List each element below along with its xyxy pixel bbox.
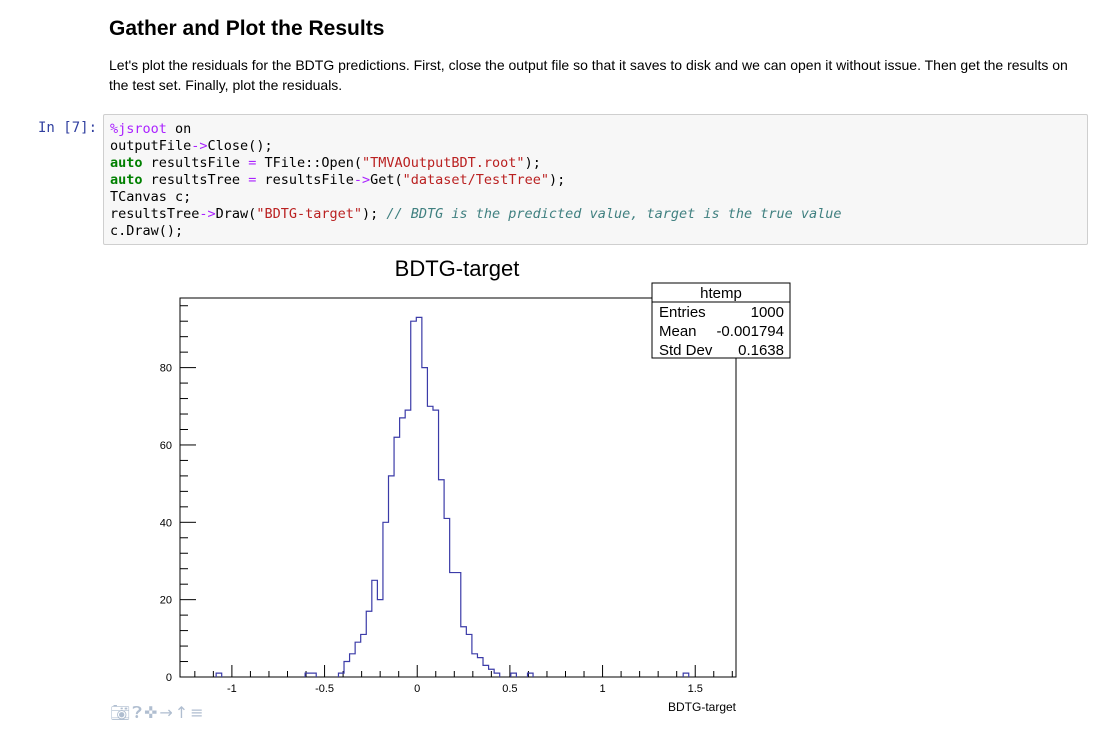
jsroot-toolbar: 📷︎❓︎✜→↑≡: [110, 703, 206, 723]
code-token: on: [166, 121, 192, 137]
code-token: );: [524, 155, 541, 171]
x-tick-label: -0.5: [315, 683, 334, 695]
code-line: c.Draw();: [110, 223, 183, 239]
code-line: outputFile->Close();: [110, 138, 273, 154]
histogram-bins: [216, 317, 689, 677]
code-token: ->: [199, 206, 216, 222]
code-token: );: [548, 172, 566, 188]
histogram-bin: [477, 658, 483, 677]
code-token: resultsFile: [142, 155, 249, 171]
y-tick-label: 20: [160, 595, 172, 607]
histogram-bin: [411, 321, 417, 677]
chart-title: BDTG-target: [395, 256, 520, 281]
stats-box[interactable]: htemp Entries 1000 Mean -0.001794 Std De…: [651, 282, 791, 359]
code-token: c.Draw();: [110, 223, 184, 239]
histogram-outline: [215, 316, 690, 677]
arrow-right-icon[interactable]: →: [159, 703, 174, 722]
code-line: %jsroot on: [110, 121, 191, 137]
code-token: "dataset/TestTree": [402, 172, 549, 188]
code-line: TCanvas c;: [110, 189, 191, 205]
code-token: TCanvas c;: [110, 189, 192, 205]
code-line: auto resultsTree = resultsFile->Get("dat…: [110, 172, 565, 188]
code-token: "BDTG-target": [256, 206, 362, 222]
section-heading: Gather and Plot the Results: [109, 17, 385, 40]
code-line: auto resultsFile = TFile::Open("TMVAOutp…: [110, 155, 541, 171]
histogram-bin: [361, 634, 367, 677]
x-tick-label: 1.5: [688, 683, 703, 695]
code-token: "TMVAOutputBDT.root": [362, 155, 525, 171]
histogram-bin: [455, 573, 461, 677]
stats-entries-label: Entries: [659, 304, 706, 321]
stats-mean-value: -0.001794: [716, 323, 784, 340]
markdown-paragraph: Let's plot the residuals for the BDTG pr…: [109, 57, 1068, 93]
code-token: // BDTG is the predicted value, target i…: [386, 206, 842, 222]
stats-entries-value: 1000: [751, 304, 784, 321]
move-icon[interactable]: ✜: [143, 703, 159, 722]
histogram-bin: [344, 662, 350, 677]
code-token: );: [361, 206, 387, 222]
histogram-bin: [394, 437, 400, 677]
y-tick-label: 40: [160, 517, 172, 529]
histogram-bin: [466, 634, 472, 677]
cell-prompt: In [7]:: [38, 120, 98, 136]
histogram-bin: [416, 317, 422, 677]
histogram-bin: [405, 410, 411, 677]
histogram-bin: [483, 665, 489, 677]
histogram-bin: [389, 476, 395, 677]
code-token: auto: [110, 155, 143, 171]
histogram-bin: [450, 573, 456, 677]
menu-icon[interactable]: ≡: [190, 703, 205, 722]
code-token: =: [248, 172, 257, 188]
histogram-bin: [433, 410, 439, 677]
code-token: resultsTree: [110, 206, 200, 222]
histogram-bin: [383, 522, 389, 677]
code-token: Get(: [370, 172, 403, 188]
plot-frame: [179, 297, 737, 678]
x-tick-label: 0: [414, 683, 420, 695]
histogram-bin: [422, 368, 428, 677]
x-tick-label: 1: [599, 683, 605, 695]
y-axis: 0 20 40 60 80: [160, 305, 196, 684]
histogram-bin: [377, 600, 383, 677]
histogram-bin: [372, 580, 378, 677]
code-token: =: [248, 155, 257, 171]
code-token: Close();: [207, 138, 273, 154]
x-tick-label: 0.5: [502, 683, 517, 695]
histogram-bin: [355, 642, 361, 677]
histogram-bin: [444, 518, 450, 677]
x-axis-label: BDTG-target: [668, 700, 737, 714]
stats-mean-label: Mean: [659, 323, 697, 340]
histogram-bin: [400, 418, 406, 677]
code-editor[interactable]: %jsroot on outputFile->Close(); auto res…: [110, 121, 842, 240]
camera-icon[interactable]: 📷︎: [110, 703, 132, 722]
stats-stddev-value: 0.1638: [738, 342, 784, 359]
code-token: %jsroot: [110, 121, 167, 137]
y-tick-label: 60: [160, 440, 172, 452]
histogram-bin: [366, 611, 372, 677]
y-tick-label: 80: [160, 363, 172, 375]
code-line: resultsTree->Draw("BDTG-target"); // BDT…: [110, 206, 842, 222]
histogram-bin: [461, 627, 467, 677]
code-token: auto: [110, 172, 143, 188]
code-token: outputFile: [110, 138, 192, 154]
code-token: TFile::Open(: [256, 155, 362, 171]
x-axis: -1 -0.5 0 0.5 1 1.5: [194, 665, 733, 695]
arrow-up-icon[interactable]: ↑: [174, 703, 190, 722]
stats-title: htemp: [700, 285, 742, 302]
code-cell[interactable]: %jsroot on outputFile->Close(); auto res…: [103, 114, 1088, 245]
code-token: ->: [191, 138, 208, 154]
y-tick-label: 0: [166, 672, 172, 684]
code-token: resultsTree: [142, 172, 249, 188]
x-tick-label: -1: [227, 683, 237, 695]
histogram-bin: [439, 480, 445, 677]
histogram-bin: [427, 406, 433, 677]
histogram-bin: [350, 654, 356, 677]
code-token: Draw(: [215, 206, 257, 222]
code-token: resultsFile: [256, 172, 354, 188]
stats-stddev-label: Std Dev: [659, 342, 713, 359]
help-icon[interactable]: ❓︎: [132, 703, 143, 722]
code-token: ->: [353, 172, 371, 188]
